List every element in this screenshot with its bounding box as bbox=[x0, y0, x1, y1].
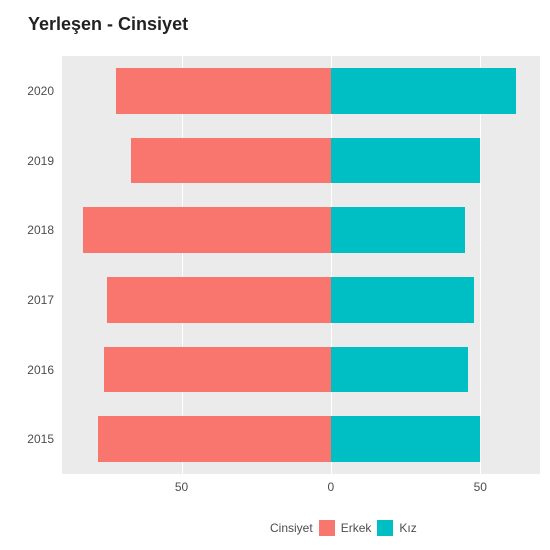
legend-swatch bbox=[377, 520, 393, 536]
legend-swatch bbox=[319, 520, 335, 536]
y-tick-label: 2016 bbox=[27, 363, 62, 377]
bar-kiz bbox=[331, 347, 468, 393]
legend-label: Kız bbox=[399, 521, 416, 535]
bar-erkek bbox=[104, 347, 331, 393]
x-tick-label: 50 bbox=[175, 474, 188, 494]
y-tick-label: 2018 bbox=[27, 223, 62, 237]
gridline bbox=[331, 56, 332, 474]
bar-erkek bbox=[131, 138, 331, 184]
y-tick-label: 2017 bbox=[27, 293, 62, 307]
chart-title: Yerleşen - Cinsiyet bbox=[28, 14, 188, 35]
plot-area: 50050202020192018201720162015 bbox=[62, 56, 540, 474]
legend-title: Cinsiyet bbox=[270, 521, 313, 535]
bar-erkek bbox=[98, 416, 331, 462]
bar-kiz bbox=[331, 416, 480, 462]
bar-kiz bbox=[331, 138, 480, 184]
x-tick-label: 0 bbox=[328, 474, 335, 494]
bar-erkek bbox=[116, 68, 331, 114]
y-tick-label: 2019 bbox=[27, 154, 62, 168]
legend: Cinsiyet Erkek Kız bbox=[270, 520, 417, 536]
y-tick-label: 2020 bbox=[27, 84, 62, 98]
chart-container: Yerleşen - Cinsiyet 50050202020192018201… bbox=[0, 0, 550, 550]
x-tick-label: 50 bbox=[474, 474, 487, 494]
legend-label: Erkek bbox=[341, 521, 372, 535]
gridline bbox=[182, 56, 183, 474]
bar-kiz bbox=[331, 207, 465, 253]
bar-kiz bbox=[331, 277, 474, 323]
bar-erkek bbox=[107, 277, 331, 323]
gridline bbox=[480, 56, 481, 474]
bar-erkek bbox=[83, 207, 331, 253]
y-tick-label: 2015 bbox=[27, 432, 62, 446]
bar-kiz bbox=[331, 68, 516, 114]
